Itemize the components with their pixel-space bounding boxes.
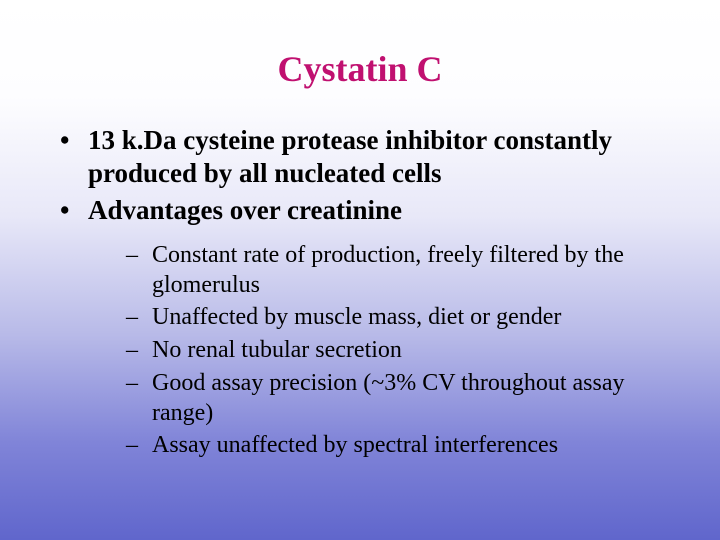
bullet-list: 13 k.Da cysteine protease inhibitor cons… xyxy=(52,124,680,461)
sub-bullet-item: No renal tubular secretion xyxy=(122,336,680,366)
bullet-item: 13 k.Da cysteine protease inhibitor cons… xyxy=(52,124,680,190)
sub-bullet-item: Assay unaffected by spectral interferenc… xyxy=(122,431,680,461)
sub-bullet-item: Good assay precision (~3% CV throughout … xyxy=(122,369,680,429)
slide-body: 13 k.Da cysteine protease inhibitor cons… xyxy=(0,124,720,461)
sub-bullet-list: Constant rate of production, freely filt… xyxy=(122,241,680,461)
sub-bullet-text: Unaffected by muscle mass, diet or gende… xyxy=(152,304,561,330)
bullet-text: Advantages over creatinine xyxy=(88,195,402,225)
slide: Cystatin C 13 k.Da cysteine protease inh… xyxy=(0,0,720,540)
sub-bullet-text: No renal tubular secretion xyxy=(152,337,402,363)
sub-bullet-text: Constant rate of production, freely filt… xyxy=(152,242,624,298)
bullet-text: 13 k.Da cysteine protease inhibitor cons… xyxy=(88,125,612,188)
sub-bullet-item: Unaffected by muscle mass, diet or gende… xyxy=(122,303,680,333)
sub-bullet-text: Assay unaffected by spectral interferenc… xyxy=(152,432,558,458)
sub-bullet-item: Constant rate of production, freely filt… xyxy=(122,241,680,301)
slide-title: Cystatin C xyxy=(0,0,720,124)
bullet-item: Advantages over creatinine Constant rate… xyxy=(52,194,680,461)
sub-bullet-text: Good assay precision (~3% CV throughout … xyxy=(152,370,624,426)
